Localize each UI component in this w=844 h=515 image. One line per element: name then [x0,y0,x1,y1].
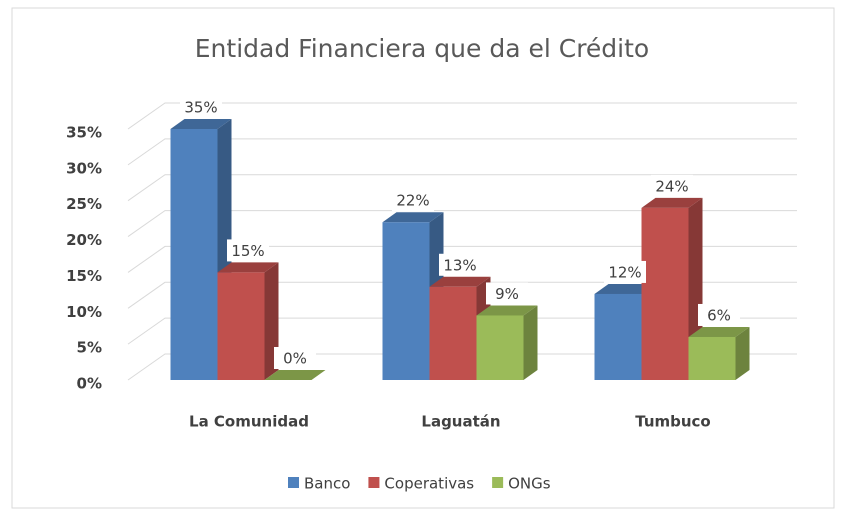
label-background [274,347,316,369]
x-tick-label: Tumbuco [635,413,711,431]
bar [170,129,218,380]
data-label: 24% [655,177,688,195]
grid-line [127,102,797,130]
x-tick-label: Laguatán [421,413,500,431]
legend-swatch [288,477,299,488]
data-label: 35% [184,99,217,117]
bar-side [735,326,750,380]
grid-line [127,353,797,381]
bar-top [476,305,538,316]
bar-top [382,212,444,223]
grid-line [127,174,797,202]
grid-line [127,245,797,273]
bar [217,272,265,380]
bar-top [641,197,703,208]
label-background [651,174,693,197]
grid-line [127,138,797,166]
bar-top [429,276,491,287]
legend-label: Coperativas [384,475,474,493]
y-tick-label: 10% [66,303,102,321]
bar [476,315,524,380]
bar-top [594,283,656,294]
data-label: 9% [495,285,519,303]
bar-top [688,326,750,337]
legend-label: ONGs [508,475,551,493]
bar [641,207,689,380]
x-tick-label: La Comunidad [189,413,309,431]
label-background [227,239,269,262]
data-label: 0% [283,350,307,368]
y-tick-label: 0% [77,375,102,393]
grid-line [127,317,797,345]
bar-top [264,370,326,380]
grid-line [127,210,797,237]
grid-line [127,281,797,309]
label-background [392,189,434,212]
y-tick-label: 30% [66,159,102,177]
bar [594,293,642,380]
legend-swatch [368,477,380,488]
y-tick-label: 35% [66,124,102,142]
bar-side [523,305,538,380]
label-background [439,253,481,276]
chart-title: Entidad Financiera que da el Crédito [195,34,649,63]
y-tick-label: 20% [66,231,102,249]
label-background [180,96,222,118]
y-tick-label: 15% [66,267,102,285]
data-label: 12% [608,263,641,281]
data-label: 6% [707,306,731,324]
label-background [486,282,528,305]
y-tick-label: 5% [77,339,102,357]
bar [429,286,477,380]
y-tick-label: 25% [66,195,102,213]
bar [382,222,430,380]
bar-top [170,119,232,129]
bar [688,336,736,380]
data-label: 22% [396,192,429,210]
data-label: 13% [443,256,476,274]
data-label: 15% [231,242,264,260]
bar-top [217,262,279,273]
legend-swatch [492,477,504,488]
label-background [698,303,740,326]
legend-label: Banco [304,475,350,493]
label-background [604,260,646,283]
